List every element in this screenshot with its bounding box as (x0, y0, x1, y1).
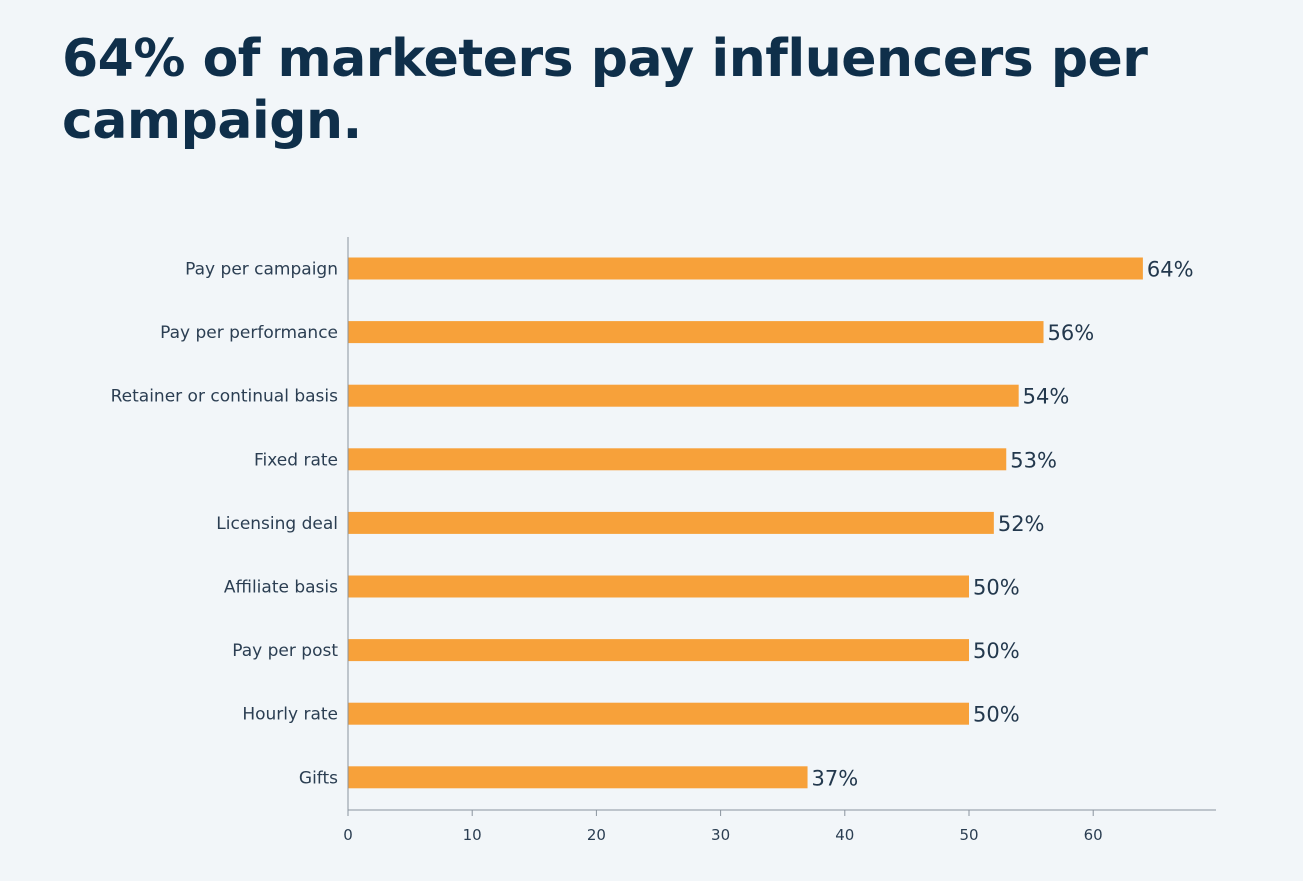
x-tick-label: 0 (343, 826, 353, 844)
category-label: Retainer or continual basis (111, 387, 339, 407)
x-tick-label: 40 (835, 826, 854, 844)
bar (348, 384, 1019, 407)
x-tick-label: 50 (959, 826, 978, 844)
x-tick-label: 30 (711, 826, 730, 844)
data-label: 50% (973, 639, 1020, 663)
bar (348, 702, 969, 725)
bar (348, 321, 1044, 344)
category-label: Pay per campaign (185, 260, 338, 280)
category-label: Affiliate basis (224, 578, 338, 598)
x-tick-label: 20 (587, 826, 606, 844)
x-ticks-layer: 0 10 20 30 40 50 60 (343, 810, 1103, 844)
category-labels-layer: Pay per campaign Pay per performance Retai… (111, 260, 339, 789)
data-label: 52% (998, 512, 1045, 536)
x-tick-label: 60 (1084, 826, 1103, 844)
axes-layer (347, 237, 1216, 811)
data-label: 64% (1147, 258, 1194, 282)
data-label: 53% (1010, 448, 1057, 472)
category-label: Pay per performance (160, 323, 338, 343)
category-label: Gifts (299, 768, 338, 788)
category-label: Fixed rate (254, 450, 338, 470)
bar (348, 575, 969, 598)
chart-title: 64% of marketers pay influencers per cam… (62, 29, 1148, 151)
value-labels-layer: 64% 56% 54% 53% 52% 50% 50% 50% 37% (812, 258, 1194, 791)
bar (348, 639, 969, 662)
bar (348, 448, 1007, 471)
bar (348, 511, 994, 534)
bar (348, 766, 808, 789)
data-label: 50% (973, 576, 1020, 600)
category-label: Licensing deal (216, 514, 338, 534)
x-tick-label: 10 (463, 826, 482, 844)
bars-layer (348, 257, 1143, 789)
category-label: Pay per post (232, 641, 338, 661)
category-label: Hourly rate (242, 705, 338, 725)
data-label: 56% (1048, 321, 1095, 345)
bar (348, 257, 1143, 280)
data-label: 54% (1023, 385, 1070, 409)
data-label: 37% (812, 766, 859, 790)
data-label: 50% (973, 703, 1020, 727)
